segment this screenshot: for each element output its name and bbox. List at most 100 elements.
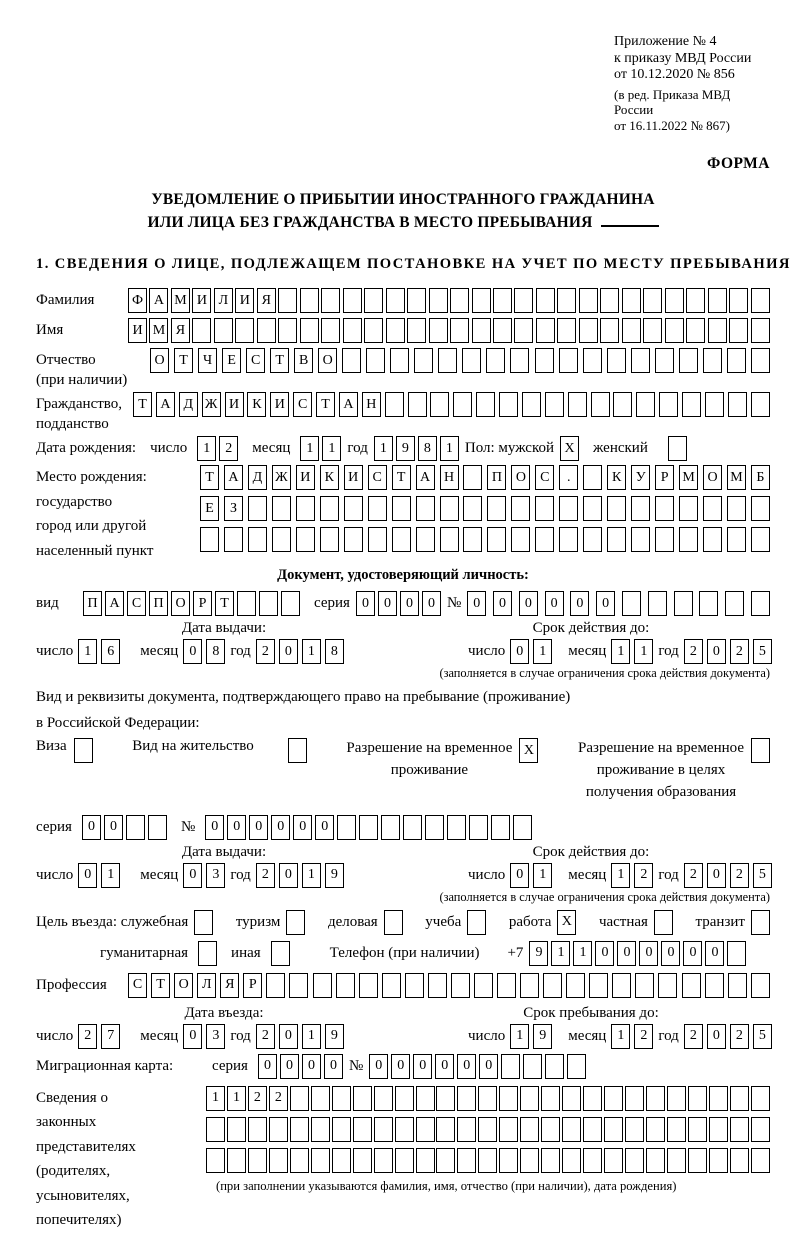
char-cell[interactable]: Ф — [128, 288, 147, 314]
char-cell[interactable] — [534, 348, 554, 374]
char-cell[interactable]: 0 — [435, 1053, 455, 1079]
char-cell[interactable] — [726, 348, 746, 374]
char-cell[interactable] — [206, 1116, 225, 1142]
char-cell[interactable] — [725, 591, 745, 617]
char-cell[interactable]: Е — [222, 348, 242, 374]
char-cell[interactable]: 0 — [683, 940, 703, 966]
char-cell[interactable] — [562, 1147, 582, 1173]
char-cell[interactable] — [707, 288, 727, 314]
char-cell[interactable] — [535, 288, 555, 314]
char-cell[interactable] — [664, 318, 684, 344]
char-cell[interactable] — [726, 527, 746, 553]
char-cell[interactable] — [235, 318, 255, 344]
char-cell[interactable] — [271, 527, 291, 553]
char-cell[interactable] — [499, 1116, 519, 1142]
char-cell[interactable] — [514, 318, 534, 344]
purpose-transit-checkbox[interactable] — [750, 909, 770, 935]
char-cell[interactable] — [682, 392, 701, 418]
char-cell[interactable]: В — [294, 348, 314, 374]
char-cell[interactable] — [687, 1085, 707, 1111]
char-cell[interactable] — [492, 318, 512, 344]
representatives-cells-row3[interactable] — [206, 1147, 770, 1173]
char-cell[interactable] — [750, 496, 770, 522]
char-cell[interactable]: 0 — [706, 1023, 726, 1049]
char-cell[interactable] — [750, 972, 770, 998]
visa-checkbox[interactable] — [73, 738, 93, 764]
char-cell[interactable]: С — [293, 392, 313, 418]
char-cell[interactable] — [541, 1147, 561, 1173]
char-cell[interactable]: И — [270, 392, 290, 418]
char-cell[interactable] — [687, 1116, 707, 1142]
char-cell[interactable]: А — [149, 288, 169, 314]
char-cell[interactable] — [543, 972, 563, 998]
char-cell[interactable]: 1 — [301, 1023, 321, 1049]
char-cell[interactable]: . — [559, 465, 579, 491]
representatives-cells-row2[interactable] — [206, 1116, 770, 1142]
char-cell[interactable] — [514, 288, 534, 314]
char-cell[interactable] — [643, 318, 663, 344]
char-cell[interactable] — [319, 496, 339, 522]
char-cell[interactable] — [646, 1147, 666, 1173]
char-cell[interactable] — [331, 1116, 351, 1142]
char-cell[interactable]: 0 — [271, 814, 291, 840]
char-cell[interactable]: Ж — [271, 465, 291, 491]
char-cell[interactable] — [200, 527, 219, 553]
char-cell[interactable]: 1 — [301, 862, 321, 888]
char-cell[interactable]: 5 — [752, 639, 772, 665]
char-cell[interactable]: 8 — [324, 639, 344, 665]
char-cell[interactable]: 0 — [369, 1053, 389, 1079]
char-cell[interactable] — [247, 1116, 267, 1142]
char-cell[interactable]: 0 — [183, 1023, 203, 1049]
char-cell[interactable] — [321, 288, 341, 314]
char-cell[interactable] — [607, 496, 627, 522]
char-cell[interactable] — [501, 1053, 521, 1079]
char-cell[interactable]: 0 — [103, 814, 123, 840]
char-cell[interactable] — [654, 348, 674, 374]
char-cell[interactable]: 1 — [301, 639, 321, 665]
char-cell[interactable]: Р — [243, 972, 263, 998]
char-cell[interactable] — [447, 814, 467, 840]
char-cell[interactable] — [750, 1116, 770, 1142]
char-cell[interactable] — [750, 591, 770, 617]
char-cell[interactable]: П — [149, 591, 168, 617]
char-cell[interactable] — [407, 392, 427, 418]
char-cell[interactable]: С — [127, 591, 146, 617]
char-cell[interactable] — [457, 1147, 477, 1173]
char-cell[interactable]: 0 — [639, 940, 659, 966]
char-cell[interactable] — [687, 1147, 707, 1173]
char-cell[interactable] — [450, 318, 470, 344]
char-cell[interactable] — [604, 1085, 624, 1111]
char-cell[interactable] — [415, 1147, 435, 1173]
char-cell[interactable]: 2 — [683, 1023, 703, 1049]
char-cell[interactable] — [391, 496, 411, 522]
char-cell[interactable] — [342, 348, 362, 374]
char-cell[interactable]: Р — [655, 465, 675, 491]
char-cell[interactable] — [727, 972, 747, 998]
char-cell[interactable] — [299, 288, 319, 314]
purpose-official-checkbox[interactable] — [194, 909, 214, 935]
char-cell[interactable]: 7 — [101, 1023, 121, 1049]
char-cell[interactable]: Т — [391, 465, 411, 491]
char-cell[interactable] — [373, 1085, 393, 1111]
char-cell[interactable] — [523, 1053, 543, 1079]
char-cell[interactable] — [299, 318, 319, 344]
purpose-tourism-checkbox[interactable] — [286, 909, 306, 935]
char-cell[interactable] — [750, 392, 770, 418]
char-cell[interactable]: 0 — [278, 1023, 298, 1049]
char-cell[interactable]: Н — [361, 392, 381, 418]
char-cell[interactable] — [520, 1147, 540, 1173]
char-cell[interactable] — [312, 972, 332, 998]
char-cell[interactable]: 1 — [373, 436, 393, 462]
char-cell[interactable]: 1 — [533, 639, 553, 665]
char-cell[interactable]: Д — [178, 392, 198, 418]
char-cell[interactable] — [407, 318, 427, 344]
